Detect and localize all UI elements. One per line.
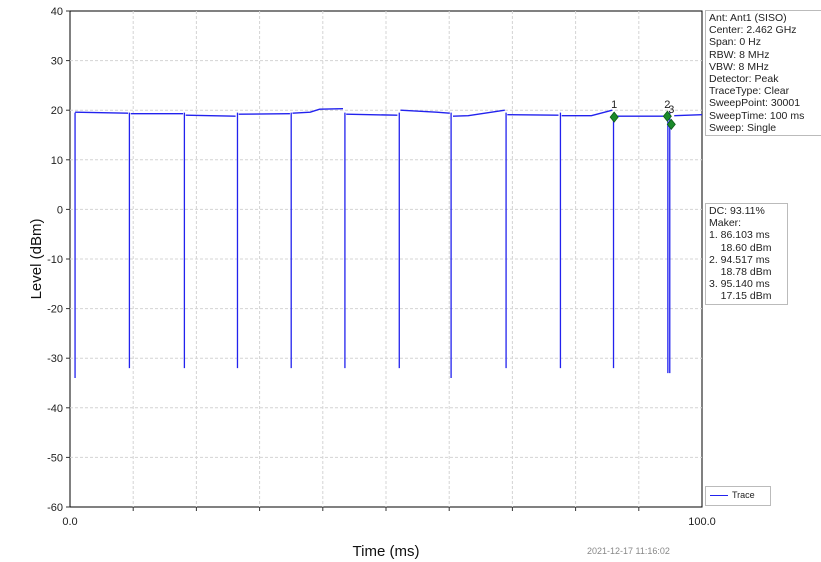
marker-diamond: [609, 111, 619, 123]
y-tick-label: -30: [47, 353, 63, 365]
y-tick-label: 0: [57, 204, 63, 216]
grid: [70, 11, 702, 511]
marker-label: 1: [611, 99, 617, 111]
x-tick-label: 100.0: [688, 516, 716, 528]
y-tick-label: 40: [51, 6, 63, 18]
trace-segment: [185, 114, 236, 117]
trace-segment: [561, 109, 613, 117]
y-tick-label: -60: [47, 502, 63, 514]
trace-segment: [674, 114, 703, 117]
marker-label: 3: [668, 104, 674, 116]
legend-label: Trace: [732, 490, 755, 500]
trace-segment: [346, 113, 398, 116]
y-axis-ticks: 40 30 20 10 0 -10 -20 -30 -40 -50 -60: [47, 6, 70, 514]
trace-series: [74, 108, 703, 379]
y-tick-label: -10: [47, 254, 63, 266]
y-tick-label: 10: [51, 155, 63, 167]
x-tick-label: 0.0: [62, 516, 77, 528]
y-tick-label: -50: [47, 452, 63, 464]
trace-segment: [400, 109, 450, 114]
marker-diamond: [662, 110, 672, 122]
trace-segment: [238, 113, 290, 115]
y-tick-label: -40: [47, 403, 63, 415]
y-tick-label: 30: [51, 56, 63, 68]
x-axis-ticks: 0.0 100.0: [62, 516, 715, 528]
markers: 1 23: [609, 99, 676, 130]
y-tick-label: 20: [51, 105, 63, 117]
timestamp: 2021-12-17 11:16:02: [587, 546, 670, 556]
measurement-box: DC: 93.11% Maker: 1. 86.103 ms 18.60 dBm…: [705, 203, 788, 305]
trace-segment: [75, 111, 129, 114]
trace-segment: [292, 108, 344, 114]
settings-info-box: Ant: Ant1 (SISO) Center: 2.462 GHz Span:…: [705, 10, 821, 137]
legend: Trace: [705, 486, 771, 506]
y-tick-label: -20: [47, 304, 63, 316]
trace-segment: [507, 114, 559, 116]
legend-swatch: [710, 495, 728, 496]
y-axis-label: Level (dBm): [28, 219, 45, 300]
x-axis-label: Time (ms): [353, 543, 420, 560]
trace-segment: [452, 109, 505, 117]
marker-label: 2: [664, 99, 670, 111]
marker-diamond: [666, 118, 676, 130]
